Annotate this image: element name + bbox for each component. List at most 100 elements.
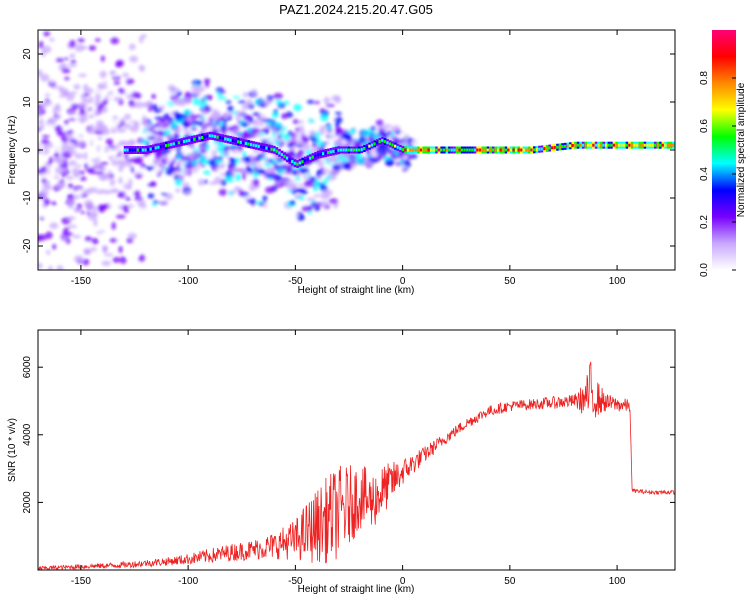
spectrogram-cell (375, 119, 384, 127)
spectrogram-cell (173, 97, 183, 106)
spectrogram-cell (76, 203, 83, 209)
colorbar-bar (712, 30, 736, 270)
spectrogram-cell (196, 80, 202, 86)
spectrogram-cell (295, 127, 300, 132)
spectrogram-ridge-cell (561, 145, 564, 149)
spectrogram-cell (225, 112, 231, 117)
spectrogram-ridge-cell (386, 141, 389, 145)
spectrogram-x-tick-label: -50 (288, 276, 303, 287)
spectrogram-cell (199, 156, 207, 163)
spectrogram-ridge-cell (164, 144, 168, 148)
spectrogram-cell (91, 237, 99, 245)
spectrogram-ridge-cell (455, 148, 459, 152)
spectrogram-cell (130, 156, 140, 163)
spectrogram-y-tick-label: 10 (22, 96, 33, 108)
snr-x-tick-label: -100 (178, 576, 198, 587)
spectrogram-cell (242, 130, 249, 138)
snr-x-tick-label: 50 (504, 576, 516, 587)
spectrogram-ridge-cell (481, 148, 484, 152)
spectrogram-x-tick-label: 0 (400, 276, 406, 287)
spectrogram-cell (320, 200, 329, 207)
spectrogram-cell (200, 117, 206, 123)
spectrogram-cell (251, 89, 258, 96)
spectrogram-cell (38, 173, 49, 179)
spectrogram-ridge-cell (324, 151, 327, 155)
spectrogram-ridge-cell (623, 143, 626, 147)
spectrogram-cell (49, 37, 55, 42)
spectrogram-ridge-cell (669, 143, 672, 147)
spectrogram-cell (133, 249, 139, 256)
spectrogram-cell (259, 202, 264, 207)
spectrogram-cell (117, 141, 124, 146)
spectrogram-cell (39, 125, 45, 130)
spectrogram-cell (53, 175, 60, 180)
spectrogram-cell (258, 121, 264, 127)
spectrogram-cell (38, 200, 45, 205)
spectrogram-cell (204, 78, 211, 84)
spectrogram-y-tick-label: -10 (22, 190, 33, 205)
spectrogram-cell (197, 178, 205, 186)
spectrogram-cell (259, 111, 268, 119)
spectrogram-ridge-cell (445, 148, 448, 152)
spectrogram-cell (167, 153, 174, 161)
spectrogram-cell (158, 105, 166, 110)
spectrogram-cell (231, 148, 241, 157)
spectrogram-cell (118, 164, 124, 173)
spectrogram-cell (70, 103, 79, 110)
spectrogram-ridge-cell (388, 142, 392, 146)
spectrogram-cell (61, 143, 69, 151)
spectrogram-cell (220, 118, 229, 123)
spectrogram-cell (380, 148, 388, 154)
spectrogram-cell (38, 234, 43, 242)
spectrogram-ridge-cell (252, 143, 255, 147)
spectrogram-cell (38, 262, 43, 270)
spectrogram-ridge-cell (257, 144, 260, 148)
spectrogram-cell (300, 135, 306, 141)
spectrogram-x-tick-label: 100 (609, 276, 626, 287)
spectrogram-cell (82, 258, 90, 266)
spectrogram-cell (313, 184, 319, 192)
spectrogram-cell (70, 59, 77, 64)
spectrogram-cell (95, 90, 102, 95)
snr-y-tick-label: 2000 (22, 491, 33, 514)
spectrogram-cell (236, 131, 243, 135)
spectrogram-ridge-cell (270, 147, 273, 151)
spectrogram-cell (82, 98, 90, 104)
spectrogram-cell (131, 117, 140, 122)
spectrogram-cell (361, 129, 371, 138)
spectrogram-ridge-cell (530, 148, 533, 152)
spectrogram-cell (57, 157, 63, 165)
spectrogram-ridge-cell (571, 143, 574, 147)
spectrogram-ridge-cell (594, 143, 597, 147)
spectrogram-ridge-cell (167, 143, 170, 147)
spectrogram-cell (87, 127, 97, 135)
spectrogram-cell (166, 166, 176, 171)
spectrogram-cell (236, 167, 247, 173)
spectrogram-cell (390, 125, 401, 132)
spectrogram-cell (125, 196, 131, 201)
spectrogram-cell (264, 157, 271, 164)
spectrogram-cell (328, 130, 335, 139)
spectrogram-ridge (123, 131, 675, 169)
colorbar-tick-label: 0.0 (699, 263, 710, 277)
spectrogram-cell (38, 108, 42, 114)
spectrogram-cell (176, 91, 182, 95)
spectrogram-cell (64, 56, 69, 61)
spectrogram-x-tick-label: -100 (178, 276, 198, 287)
spectrogram-cell (61, 173, 67, 178)
spectrogram-ridge-cell (401, 148, 404, 152)
spectrogram-ridge-cell (422, 148, 425, 152)
spectrogram-cell (67, 183, 74, 190)
spectrogram-ridge-cell (587, 143, 590, 147)
spectrogram-cell (154, 116, 164, 121)
spectrogram-cell (280, 113, 288, 120)
spectrogram-cell (38, 69, 43, 77)
spectrogram-cell (308, 130, 316, 136)
spectrogram-ridge-cell (350, 148, 353, 152)
spectrogram-cell (101, 99, 109, 104)
spectrogram-ridge-cell (198, 136, 201, 140)
spectrogram-ridge-cell (533, 148, 536, 152)
spectrogram-ridge-cell (327, 150, 330, 154)
spectrogram-cell (238, 189, 244, 196)
spectrogram-cell (99, 70, 107, 79)
